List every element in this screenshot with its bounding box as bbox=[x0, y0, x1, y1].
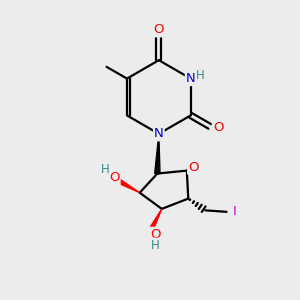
Polygon shape bbox=[119, 180, 140, 193]
Text: O: O bbox=[188, 160, 199, 174]
Text: H: H bbox=[196, 69, 205, 82]
Text: H: H bbox=[100, 163, 109, 176]
Text: O: O bbox=[109, 172, 120, 184]
Text: I: I bbox=[233, 205, 237, 218]
Text: O: O bbox=[150, 228, 160, 241]
Text: O: O bbox=[213, 121, 223, 134]
Polygon shape bbox=[155, 134, 160, 174]
Text: N: N bbox=[154, 127, 164, 140]
Polygon shape bbox=[150, 209, 162, 230]
Text: N: N bbox=[186, 72, 196, 85]
Text: H: H bbox=[151, 238, 159, 252]
Text: O: O bbox=[154, 23, 164, 36]
